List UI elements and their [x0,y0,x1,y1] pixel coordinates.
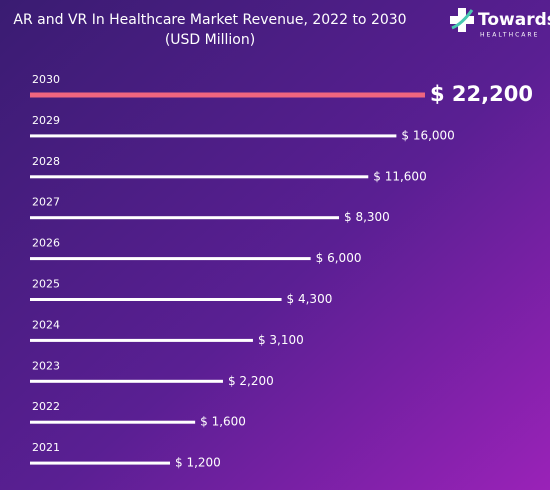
value-label: $ 11,600 [373,169,426,183]
value-label: $ 1,200 [175,456,221,470]
logo-name: Towards [478,10,550,30]
value-label: $ 4,300 [287,292,333,306]
bar [30,134,397,138]
y-tick-label: 2028 [32,155,60,168]
bar [30,257,311,261]
logo: Towards HEALTHCARE [450,8,550,39]
chart-title: AR and VR In Healthcare Market Revenue, … [13,12,406,28]
bar [30,379,223,383]
bar [30,420,196,424]
y-tick-label: 2023 [32,359,60,372]
bar [30,298,282,301]
y-tick-label: 2029 [32,114,60,127]
value-label: $ 8,300 [344,210,390,224]
bar [30,461,170,465]
bar [30,175,369,179]
value-label: $ 22,200 [430,82,533,106]
y-tick-label: 2025 [32,278,60,291]
value-label: $ 6,000 [316,251,362,265]
value-label: $ 3,100 [258,333,304,347]
value-label: $ 1,600 [200,415,246,429]
logo-tagline: HEALTHCARE [480,32,539,39]
bar [30,216,340,220]
y-tick-label: 2030 [32,73,60,86]
y-tick-label: 2027 [32,196,60,209]
y-tick-label: 2022 [32,400,60,413]
chart-subtitle: (USD Million) [165,32,255,48]
value-label: $ 2,200 [228,374,274,388]
value-label: $ 16,000 [401,128,454,142]
bar [30,92,425,98]
y-tick-label: 2021 [32,441,60,454]
logo-swoosh [451,9,474,30]
y-tick-label: 2024 [32,318,60,331]
y-tick-label: 2026 [32,237,60,250]
bar [30,338,253,342]
